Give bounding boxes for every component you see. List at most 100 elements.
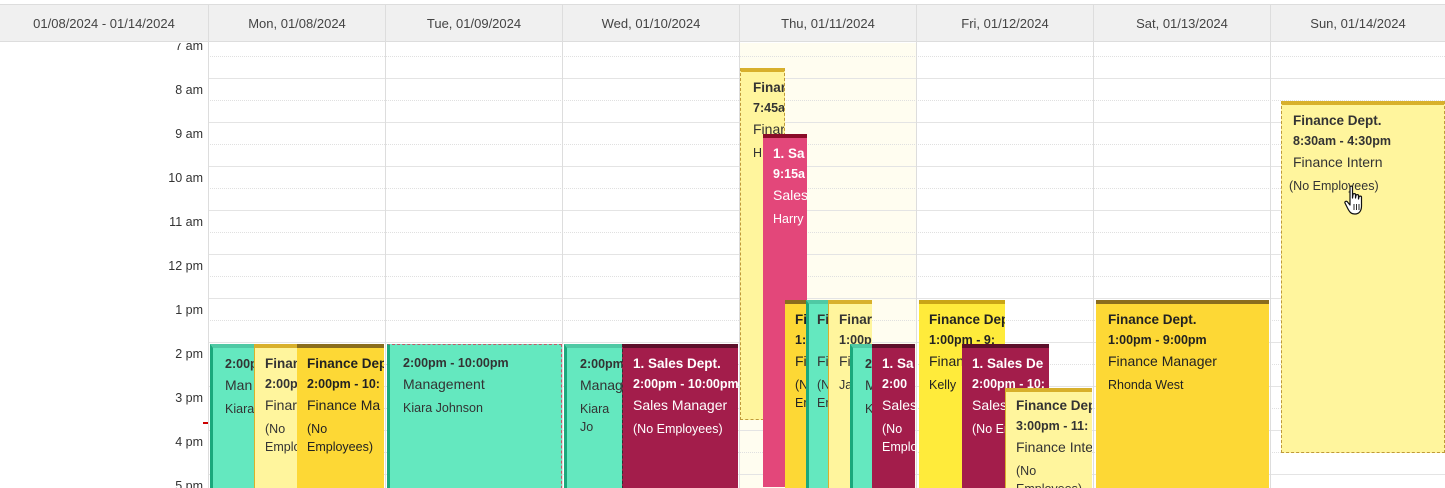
shift-event-thu-management[interactable]: 2 M K bbox=[850, 344, 874, 488]
shift-position: Finance Manager bbox=[1108, 353, 1217, 369]
shift-event-fri-finance-intern[interactable]: Finance Dep 3:00pm - 11: Finance Inte (N… bbox=[1005, 388, 1092, 488]
day-divider bbox=[739, 43, 740, 488]
day-header-sun[interactable]: Sun, 01/14/2024 bbox=[1270, 5, 1445, 43]
shift-title: Finar bbox=[753, 80, 785, 95]
day-header-sat[interactable]: Sat, 01/13/2024 bbox=[1093, 5, 1270, 43]
shift-event-mon-management[interactable]: 2:00pm Man Kiara bbox=[210, 344, 258, 488]
current-time-indicator bbox=[203, 422, 208, 424]
hour-line bbox=[208, 210, 1445, 211]
shift-event-thu-sales[interactable]: 1. Sa 2:00 Sales (No Emplo bbox=[872, 344, 915, 488]
shift-position: Finar bbox=[265, 397, 297, 413]
shift-position: Finance Intern bbox=[1293, 154, 1383, 170]
shift-title: 1. Sa bbox=[882, 356, 914, 371]
day-header-fri[interactable]: Fri, 01/12/2024 bbox=[916, 5, 1093, 43]
hour-label: 7 am bbox=[175, 43, 203, 53]
shift-event-mon-finance[interactable]: Finan 2:00p Finar (No Emplo bbox=[254, 344, 300, 488]
shift-employee: Harry bbox=[773, 212, 804, 226]
hour-label: 1 pm bbox=[175, 303, 203, 317]
shift-employee: (No Employees) bbox=[307, 422, 373, 454]
hour-line bbox=[208, 298, 1445, 299]
shift-employee: K bbox=[865, 402, 874, 416]
shift-time: 2:00pm bbox=[580, 357, 624, 371]
shift-employee: Kiara bbox=[225, 402, 255, 416]
shift-position: Finan bbox=[929, 353, 965, 369]
shift-position: M bbox=[865, 375, 874, 396]
hour-label: 2 pm bbox=[175, 347, 203, 361]
hour-label: 8 am bbox=[175, 83, 203, 97]
day-divider bbox=[1270, 43, 1271, 488]
shift-title: Finance Dept. bbox=[1293, 113, 1382, 128]
half-hour-line bbox=[208, 56, 1445, 57]
shift-event-sun-finance-intern[interactable]: Finance Dept. 8:30am - 4:30pm Finance In… bbox=[1281, 101, 1445, 453]
shift-position: Man bbox=[225, 377, 253, 393]
shift-time: 2:00pm bbox=[225, 357, 258, 371]
shift-time: 1:00pm - 9:00pm bbox=[1108, 333, 1207, 347]
shift-employee: Kelly bbox=[929, 378, 957, 392]
shift-time: 9:15a bbox=[773, 167, 805, 181]
hour-label: 11 am bbox=[169, 215, 203, 229]
shift-employee: (N Em bbox=[817, 378, 830, 410]
day-header-mon[interactable]: Mon, 01/08/2024 bbox=[208, 5, 385, 43]
shift-event-wed-management[interactable]: 2:00pm Manag Kiara Jo bbox=[564, 344, 626, 488]
half-hour-line bbox=[208, 100, 1445, 101]
day-header-tue[interactable]: Tue, 01/09/2024 bbox=[385, 5, 562, 43]
shift-employee: (No Employees) bbox=[633, 422, 723, 436]
shift-event-thu-finance-b[interactable]: Fi Fi (N Em bbox=[806, 300, 830, 488]
shift-position: Sales bbox=[882, 397, 915, 413]
shift-time: 2:00pm - 10:00pm bbox=[633, 377, 738, 391]
day-header-wed[interactable]: Wed, 01/10/2024 bbox=[562, 5, 739, 43]
shift-position: Finance Ma bbox=[307, 397, 381, 413]
shift-position: Finar bbox=[753, 121, 785, 137]
day-divider bbox=[1093, 43, 1094, 488]
shift-event-wed-sales[interactable]: 1. Sales Dept. 2:00pm - 10:00pm Sales Ma… bbox=[622, 344, 738, 488]
shift-event-sat-finance-manager[interactable]: Finance Dept. 1:00pm - 9:00pm Finance Ma… bbox=[1096, 300, 1269, 488]
shift-time: 7:45a bbox=[753, 101, 785, 115]
hour-label: 4 pm bbox=[175, 435, 203, 449]
day-divider bbox=[916, 43, 917, 488]
shift-title: Finance Dep bbox=[1016, 398, 1092, 413]
shift-employee: (No Employees) bbox=[1289, 179, 1379, 193]
hand-cursor-icon bbox=[1344, 185, 1363, 215]
shift-event-mon-finance-manager[interactable]: Finance Dep 2:00pm - 10: Finance Ma (No … bbox=[297, 344, 384, 488]
shift-time: 1:00pm - 9: bbox=[929, 333, 995, 347]
shift-title: Finance Dept. bbox=[1108, 312, 1197, 327]
shift-employee: Kiara Jo bbox=[580, 402, 610, 434]
shift-position: Management bbox=[403, 376, 485, 392]
shift-time: 1: bbox=[795, 333, 807, 347]
shift-time: 2:00pm - 10:00pm bbox=[403, 356, 509, 370]
shift-time: 1:00p bbox=[839, 333, 872, 347]
shift-time: 3:00pm - 11: bbox=[1016, 419, 1089, 433]
shift-title: Finance Dep bbox=[929, 312, 1005, 327]
hour-line bbox=[208, 166, 1445, 167]
shift-time: 2:00pm - 10: bbox=[972, 377, 1045, 391]
shift-title: Fi bbox=[817, 312, 829, 327]
shift-title: Finar bbox=[839, 312, 872, 327]
shift-title: 1. Sales De bbox=[972, 356, 1044, 371]
shift-position: Fi bbox=[817, 353, 829, 369]
hour-label: 5 pm bbox=[175, 479, 203, 488]
shift-event-tue-management[interactable]: 2:00pm - 10:00pm Management Kiara Johnso… bbox=[387, 344, 562, 488]
half-hour-line bbox=[208, 232, 1445, 233]
shift-employee: H bbox=[753, 146, 763, 160]
shift-employee: Rhonda West bbox=[1108, 378, 1184, 392]
week-header: 01/08/2024 - 01/14/2024 Mon, 01/08/2024 … bbox=[0, 4, 1445, 43]
hour-line bbox=[208, 254, 1445, 255]
hour-line bbox=[208, 78, 1445, 79]
shift-time: 2 bbox=[865, 357, 872, 371]
shift-title: 1. Sales Dept. bbox=[633, 356, 721, 371]
shift-title: Finan bbox=[265, 356, 300, 371]
shift-position: Sales Manager bbox=[633, 397, 728, 413]
shift-employee: Kiara Johnson bbox=[403, 401, 483, 415]
day-divider bbox=[562, 43, 563, 488]
shift-position: Manag bbox=[580, 377, 623, 393]
shift-event-thu-finance-a[interactable]: Fi 1: Fi (N Em bbox=[785, 300, 809, 488]
calendar-grid[interactable]: 7 am 8 am 9 am 10 am 11 am 12 pm 1 pm 2 … bbox=[0, 43, 1445, 488]
hour-label: 10 am bbox=[168, 171, 203, 185]
shift-position: Fi bbox=[795, 353, 807, 369]
day-divider bbox=[208, 43, 209, 488]
hour-label: 9 am bbox=[175, 127, 203, 141]
day-header-thu[interactable]: Thu, 01/11/2024 bbox=[739, 5, 916, 43]
shift-position: Finance Inte bbox=[1016, 439, 1092, 455]
shift-time: 2:00pm - 10: bbox=[307, 377, 380, 391]
date-range-label[interactable]: 01/08/2024 - 01/14/2024 bbox=[33, 16, 175, 31]
